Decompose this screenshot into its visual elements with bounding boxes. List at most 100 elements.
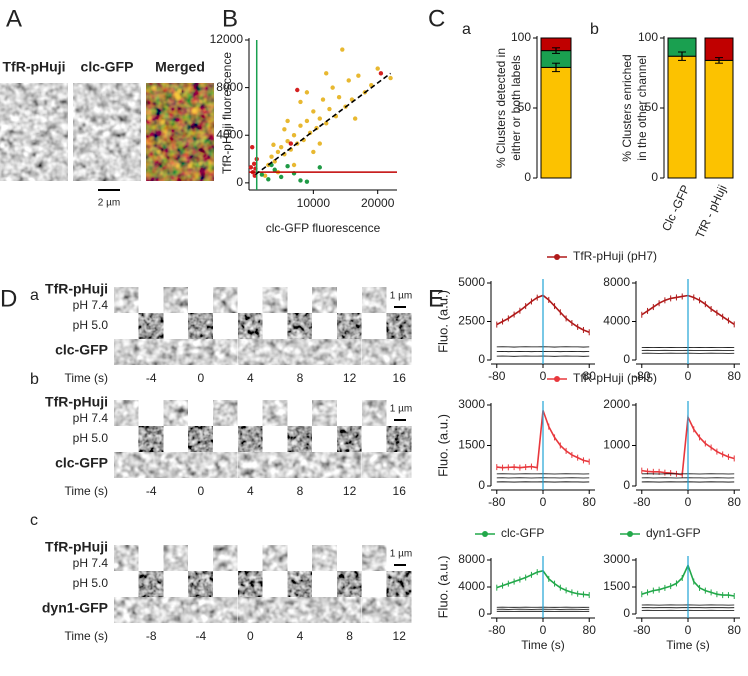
micrograph-spot [151, 85, 157, 91]
legend-label: TfR-pHuji (pH5) [573, 371, 657, 385]
time-tick-label: 12 [343, 484, 357, 498]
micrograph-spot [327, 305, 333, 311]
micrograph-spot [325, 608, 330, 612]
y-tick-label: 3000 [603, 552, 630, 566]
channel-label: TfR-pHuji [3, 59, 66, 75]
scatter-point [272, 159, 277, 164]
micrograph [114, 545, 139, 571]
x-tick-label: 0 [540, 369, 547, 383]
micrograph-spot [348, 352, 353, 358]
time-tick-label: 8 [346, 629, 353, 643]
legend-marker [482, 531, 488, 537]
y-tick-label: 8000 [603, 275, 630, 289]
micrograph [362, 452, 387, 478]
ph-label: pH 5.0 [73, 576, 109, 590]
x-tick-label: 80 [728, 495, 742, 509]
y-tick-label: 2000 [603, 397, 630, 411]
micrograph-spot [354, 445, 359, 451]
y-tick-label: 50 [645, 100, 659, 114]
scatter-point [346, 78, 351, 83]
scale-bar-label: 1 µm [390, 549, 412, 560]
micrograph [213, 339, 238, 365]
micrograph [73, 83, 141, 181]
micrograph [213, 400, 238, 426]
x-axis-label: Time (s) [521, 638, 565, 652]
time-label: Time (s) [64, 371, 108, 385]
micrograph-spot [133, 168, 139, 175]
scatter-point [288, 141, 294, 146]
micrograph-spot [370, 357, 376, 363]
micrograph [188, 571, 213, 597]
scatter-point [330, 85, 335, 90]
micrograph-spot [110, 120, 117, 126]
x-axis-label: Time (s) [666, 638, 710, 652]
micrograph-spot [168, 415, 173, 420]
scatter-point [272, 167, 277, 172]
panel-label: D [0, 285, 17, 312]
micrograph-spot [120, 142, 125, 148]
y-axis-label: either or both labels [509, 55, 523, 160]
scale-bar-label: 2 µm [98, 198, 120, 209]
micrograph-spot [141, 349, 146, 354]
micrograph-spot [202, 326, 207, 331]
scatter-point [304, 118, 310, 124]
scatter-point [291, 162, 297, 168]
micrograph-spot [252, 461, 257, 467]
scatter-point [285, 163, 290, 169]
micrograph [312, 287, 337, 313]
time-tick-label: -4 [146, 484, 157, 498]
micrograph [312, 400, 337, 426]
y-tick-label: 4000 [458, 579, 485, 593]
scatter-point [327, 106, 332, 112]
y-axis-label: TfR-pHuji fluorescence [220, 52, 234, 174]
x-tick-label: 80 [583, 369, 597, 383]
probe-label: TfR-pHuji [45, 394, 108, 410]
micrograph [138, 571, 164, 597]
micrograph-spot [243, 598, 248, 604]
micrograph-spot [127, 404, 132, 409]
time-tick-label: 0 [197, 371, 204, 385]
fit-line [254, 72, 392, 176]
micrograph-spot [275, 609, 279, 613]
x-tick-label: -80 [633, 623, 651, 637]
x-tick-label: 80 [728, 623, 742, 637]
scatter-point [311, 149, 316, 155]
scatter-point [320, 97, 326, 102]
micrograph-spot [246, 321, 252, 326]
micrograph-spot [41, 90, 47, 96]
micrograph-spot [125, 459, 129, 463]
micrograph-spot [319, 405, 325, 411]
sub-label: a [462, 21, 471, 38]
y-axis-label: % Clusters detected in [494, 48, 508, 168]
y-tick-label: 12000 [210, 32, 244, 46]
micrograph-spot [146, 456, 152, 462]
time-tick-label: -4 [146, 371, 157, 385]
micrograph-spot [118, 293, 124, 299]
legend-label: dyn1-GFP [646, 526, 701, 540]
micrograph [0, 83, 68, 181]
micrograph-spot [198, 99, 203, 104]
time-tick-label: -4 [195, 629, 206, 643]
micrograph-spot [99, 146, 105, 152]
y-tick-label: 8000 [458, 552, 485, 566]
micrograph [262, 597, 288, 623]
micrograph-spot [31, 135, 36, 140]
micrograph-spot [215, 289, 220, 294]
micrograph-spot [280, 402, 285, 408]
scatter-point [336, 94, 342, 100]
micrograph-spot [376, 303, 381, 308]
micrograph-spot [166, 553, 172, 559]
micrograph-spot [230, 607, 234, 611]
y-tick-label: 1500 [458, 438, 485, 452]
micrograph-spot [103, 123, 110, 130]
micrograph-spot [151, 315, 156, 320]
micrograph-spot [164, 302, 169, 308]
micrograph [386, 339, 412, 365]
micrograph [188, 426, 213, 452]
micrograph [312, 339, 337, 365]
micrograph-spot [114, 96, 119, 101]
time-tick-label: 16 [393, 371, 407, 385]
ph-label: pH 5.0 [73, 431, 109, 445]
micrograph [138, 313, 164, 339]
